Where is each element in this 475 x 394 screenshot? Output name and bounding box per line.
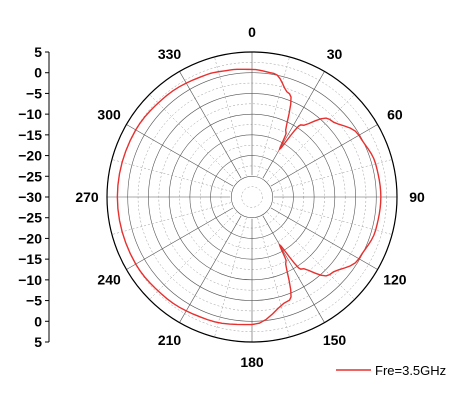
radial-tick-label: −25 — [18, 168, 42, 184]
radial-tick-label: 5 — [34, 44, 42, 60]
angle-tick-label: 330 — [158, 46, 182, 62]
grid-minor-spoke — [214, 217, 247, 338]
angle-tick-label: 300 — [97, 107, 121, 123]
radial-tick-label: −20 — [18, 148, 42, 164]
grid-spoke — [262, 215, 325, 323]
grid-minor-ring — [241, 186, 263, 208]
radial-tick-label: 0 — [34, 313, 42, 329]
angle-tick-label: 210 — [158, 332, 182, 348]
radial-axis: 5 5 0 0 −5 −5 −10 −10 −15 −15 −20 −20 −25 −25 −30 — [18, 44, 50, 350]
radial-tick-label: 0 — [34, 65, 42, 81]
grid-spoke — [179, 71, 242, 179]
grid-minor-spoke — [149, 212, 237, 300]
radial-tick-label: −25 — [18, 210, 42, 226]
grid-minor-spoke — [272, 159, 393, 192]
angular-tick-labels: 0 30 60 90 120 150 180 210 240 270 300 330 — [75, 24, 425, 370]
grid-minor-spoke — [111, 159, 232, 192]
angle-tick-label: 60 — [387, 107, 403, 123]
angle-tick-label: 0 — [248, 24, 256, 40]
radial-tick-label: −10 — [18, 106, 42, 122]
angle-tick-label: 180 — [240, 354, 264, 370]
legend-label: Fre=3.5GHz — [375, 363, 446, 378]
grid-spoke — [126, 124, 234, 187]
grid-spoke — [179, 215, 242, 323]
grid-minor-spoke — [267, 212, 355, 300]
series-line — [116, 68, 382, 326]
radial-tick-label: −20 — [18, 230, 42, 246]
angle-tick-label: 150 — [323, 332, 347, 348]
angle-tick-label: 90 — [409, 189, 425, 205]
radial-tick-label: −5 — [26, 293, 42, 309]
polar-grid — [106, 51, 398, 343]
grid-minor-spoke — [272, 202, 393, 235]
series-layer — [116, 68, 382, 326]
legend: Fre=3.5GHz — [336, 363, 446, 378]
grid-minor-spoke — [149, 94, 237, 182]
radial-tick-label: −30 — [18, 189, 42, 205]
radial-tick-label: −15 — [18, 251, 42, 267]
angle-tick-label: 270 — [75, 189, 99, 205]
grid-spoke — [270, 124, 378, 187]
grid-minor-spoke — [111, 202, 232, 235]
grid-ring — [230, 175, 274, 219]
radial-tick-label: 5 — [34, 334, 42, 350]
radial-tick-label: −10 — [18, 272, 42, 288]
grid-spoke — [262, 71, 325, 179]
angle-tick-label: 30 — [327, 46, 343, 62]
grid-minor-spoke — [267, 94, 355, 182]
grid-minor-spoke — [214, 56, 247, 177]
radial-tick-label: −15 — [18, 127, 42, 143]
grid-spoke — [270, 207, 378, 270]
grid-minor-spoke — [257, 56, 290, 177]
grid-minor-spoke — [257, 217, 290, 338]
radial-tick-label: −5 — [26, 85, 42, 101]
outer-ring — [106, 51, 398, 343]
angle-tick-label: 240 — [97, 272, 121, 288]
grid-spoke — [126, 207, 234, 270]
angle-tick-label: 120 — [383, 272, 407, 288]
